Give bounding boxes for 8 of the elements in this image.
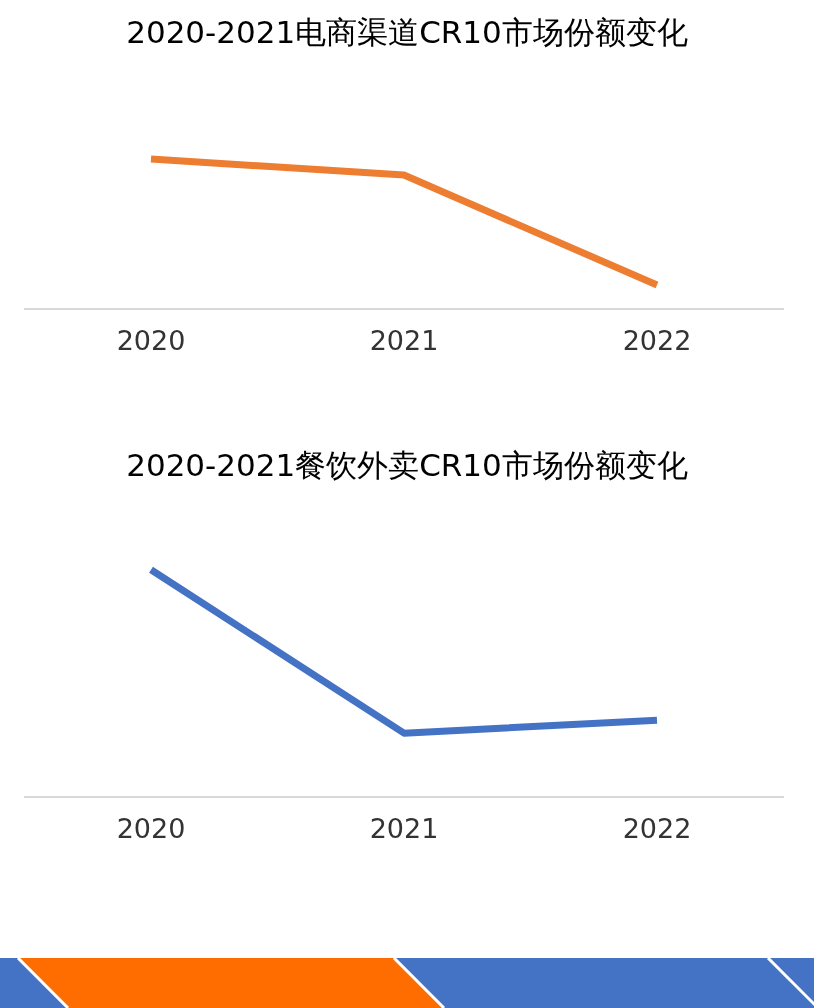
x-tick-label: 2021 [369, 813, 439, 845]
x-tick-label: 2021 [369, 325, 439, 357]
x-tick-label: 2022 [622, 813, 692, 845]
x-tick-label: 2022 [622, 325, 692, 357]
x-tick-label: 2020 [116, 325, 186, 357]
x-tick-label: 2020 [116, 813, 186, 845]
chart-title: 2020-2021电商渠道CR10市场份额变化 [125, 13, 689, 52]
chart-title: 2020-2021餐饮外卖CR10市场份额变化 [125, 446, 689, 485]
